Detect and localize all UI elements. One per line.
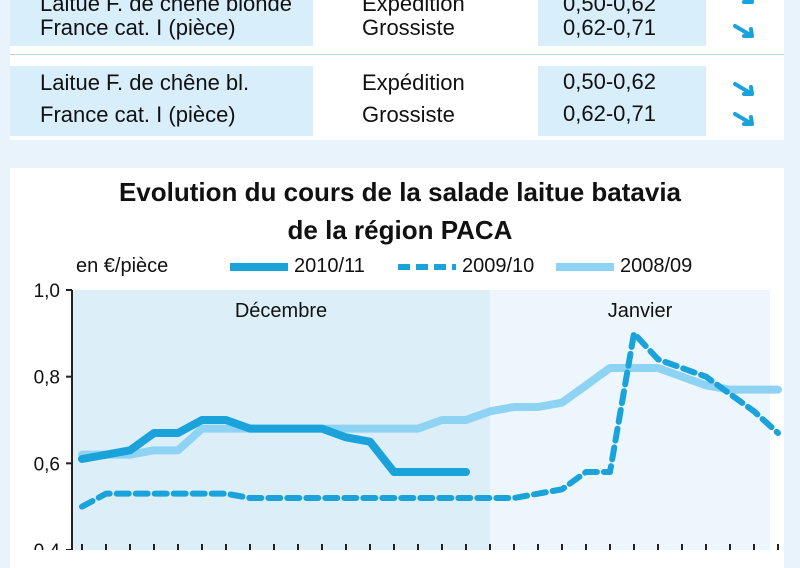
legend-swatch-2010 <box>230 263 288 271</box>
table-cell-bg <box>10 0 313 46</box>
legend-swatch-2009 <box>398 264 456 270</box>
stage-name: Grossiste <box>362 102 455 127</box>
stage-name: Expédition <box>362 70 465 95</box>
table-group-2: Laitue F. de chêne bl. Expédition 0,50-0… <box>10 66 784 136</box>
price-table: Laitue F. de chêne blonde Expédition 0,5… <box>10 0 784 140</box>
stage-name: Expédition <box>362 0 465 16</box>
y-tick-label: 0,6 <box>34 454 60 475</box>
series-line-2010-11 <box>78 416 470 476</box>
y-tick-label: 0,8 <box>34 368 60 389</box>
plot-bg-january <box>490 290 770 550</box>
line-chart: 0,4 0,6 0,8 1,0 Décembre Janvier <box>34 281 782 550</box>
plot-bg-december <box>72 290 490 550</box>
stage-name: Grossiste <box>362 15 455 40</box>
product-name: Laitue F. de chêne blonde <box>40 0 292 16</box>
chart-title: Evolution du cours de la salade laitue b… <box>118 177 682 207</box>
down-arrow-icon <box>742 0 754 4</box>
y-tick-label: 1,0 <box>34 281 60 302</box>
table-cell-bg <box>538 0 706 46</box>
series-line-2008-09 <box>78 364 782 459</box>
legend-swatch-2008 <box>556 263 614 271</box>
table-group-1: Laitue F. de chêne blonde Expédition 0,5… <box>10 0 784 46</box>
legend-label-2010: 2010/11 <box>294 255 365 277</box>
down-arrow-icon <box>733 24 754 38</box>
legend-label-2008: 2008/09 <box>620 255 693 277</box>
down-arrow-icon <box>733 112 754 126</box>
table-cell-bg <box>538 66 706 136</box>
price-range: 0,50-0,62 <box>563 0 656 16</box>
price-range: 0,62-0,71 <box>563 101 656 126</box>
month-label-december: Décembre <box>235 300 327 322</box>
down-arrow-icon <box>733 82 754 96</box>
table-divider <box>10 54 784 55</box>
series-line-2009-10 <box>79 330 781 510</box>
product-name: France cat. I (pièce) <box>40 102 236 127</box>
product-name: France cat. I (pièce) <box>40 15 236 40</box>
chart-subtitle: de la région PACA <box>287 215 513 245</box>
product-name: Laitue F. de chêne bl. <box>40 70 250 95</box>
legend-label-2009: 2009/10 <box>462 255 535 277</box>
unit-label: en €/pièce <box>76 255 169 277</box>
month-label-january: Janvier <box>608 300 673 322</box>
price-range: 0,62-0,71 <box>563 15 656 40</box>
table-cell-bg <box>10 66 313 136</box>
y-tick-label: 0,4 <box>34 541 61 550</box>
price-range: 0,50-0,62 <box>563 69 656 94</box>
